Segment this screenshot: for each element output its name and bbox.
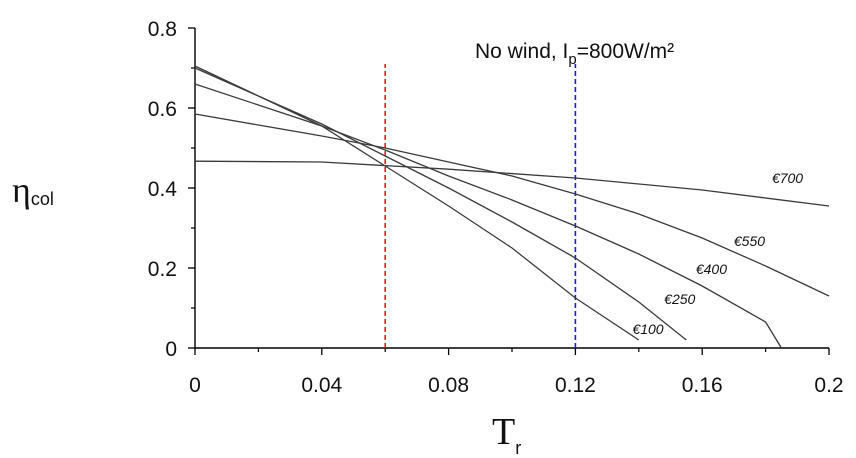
curve-labels: €100€250€400 €550 €700	[632, 170, 803, 337]
y-axis-title-sub: col	[31, 189, 54, 209]
series-lines	[194, 65, 830, 349]
series-label: €400	[696, 261, 727, 277]
y-tick-label: 0.4	[148, 178, 178, 201]
series-line	[194, 65, 640, 341]
series-line	[194, 113, 830, 297]
chart-annotation: No wind, Ip=800W/m²	[475, 40, 674, 68]
x-axis-title-sub: r	[515, 438, 521, 458]
y-tick-label: 0.6	[148, 98, 177, 121]
series-label: €550	[734, 233, 765, 249]
series-label: €250	[664, 291, 695, 307]
x-tick-label: 0.16	[682, 374, 723, 397]
y-tick-label: 0.8	[148, 18, 177, 41]
series-line	[194, 83, 782, 349]
x-axis-title-main: T	[492, 411, 515, 453]
reference-lines	[384, 64, 577, 348]
y-axis-title: ηcol	[12, 170, 54, 210]
series-label: €700	[772, 170, 803, 186]
y-tick-label: 0.2	[148, 258, 177, 281]
series-line	[194, 160, 830, 207]
axis-ticks: 0 0.04 0.08 0.12 0.16 0.2 0 0.2 0.4 0.6 0.8	[148, 18, 844, 397]
x-tick-label: 0	[189, 374, 201, 397]
x-tick-label: 0.04	[301, 374, 342, 397]
x-tick-label: 0.2	[814, 374, 843, 397]
y-axis-title-main: η	[12, 170, 31, 210]
annotation-text: No wind, I	[475, 40, 568, 63]
x-axis-title: Tr	[492, 411, 521, 458]
y-tick-label: 0	[165, 338, 177, 361]
x-tick-label: 0.12	[555, 374, 596, 397]
series-label: €100	[632, 321, 663, 337]
x-tick-label: 0.08	[428, 374, 469, 397]
annotation-subscript: p	[568, 51, 576, 68]
annotation-suffix: =800W/m²	[577, 40, 674, 63]
